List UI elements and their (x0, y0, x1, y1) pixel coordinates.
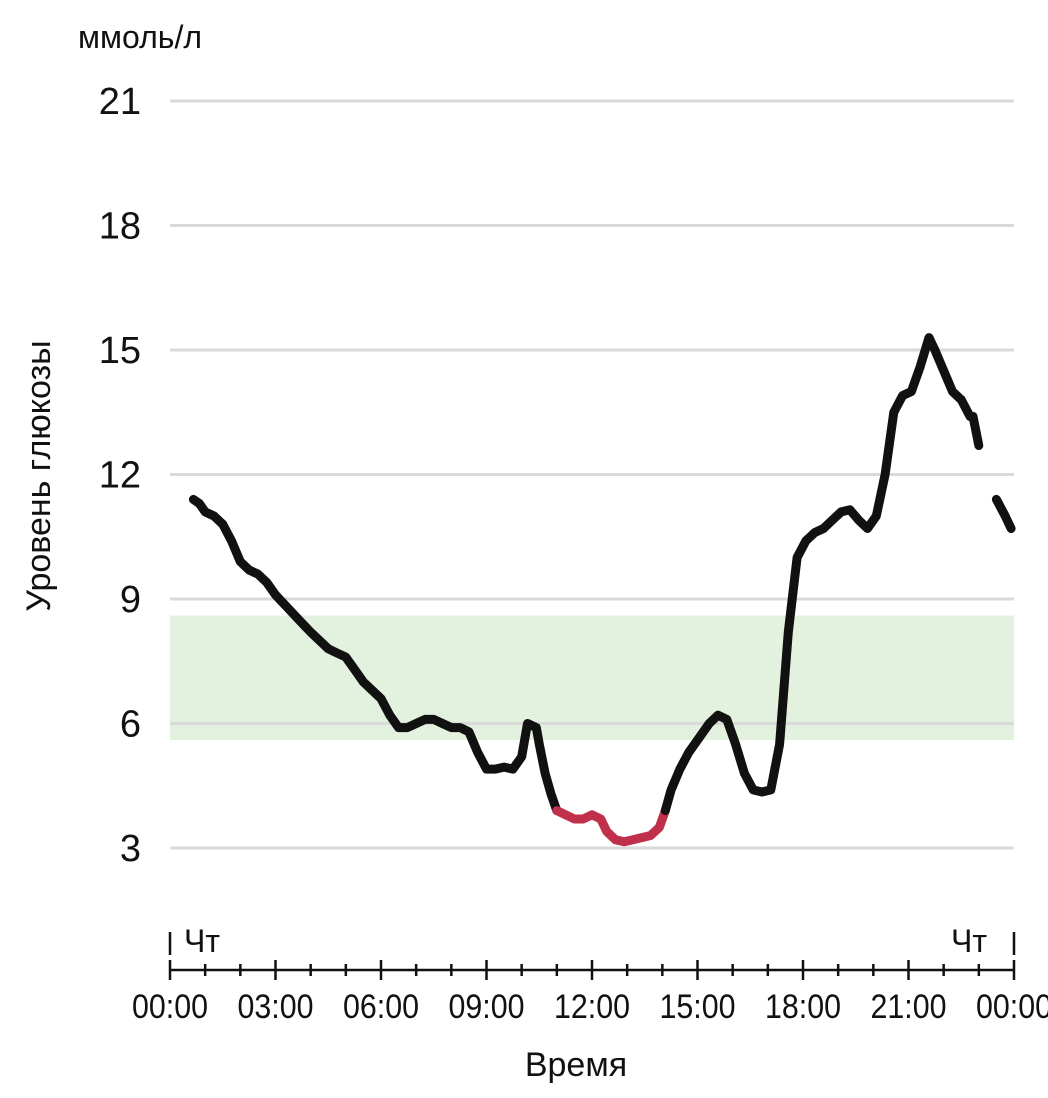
x-axis-title: Время (525, 1046, 627, 1084)
glucose-series (188, 333, 1016, 847)
x-tick-label: 15:00 (660, 988, 736, 1026)
glucose-line-segment (188, 494, 562, 816)
x-tick-label: 09:00 (449, 988, 525, 1026)
day-label-left: Чт (184, 923, 220, 959)
low-glucose-segment (552, 806, 670, 847)
x-tick-label: 12:00 (554, 988, 630, 1026)
day-label-right: Чт (951, 923, 987, 959)
y-tick-label: 9 (120, 579, 141, 621)
glucose-line-segment (968, 411, 984, 450)
glucose-line-segment (991, 494, 1016, 533)
x-tick-label: 03:00 (238, 988, 314, 1026)
target-range-band (170, 615, 1014, 741)
target-range-rect (170, 615, 1014, 741)
x-axis-ticks: 00:00 03:00 06:00 09:00 12:00 15:00 18:00 21:00… (132, 988, 1048, 1026)
grid-lines (170, 99, 1014, 850)
y-axis-title: Уровень глюкозы (20, 340, 58, 611)
x-tick-label: 06:00 (343, 988, 419, 1026)
y-tick-label: 18 (99, 206, 141, 248)
y-tick-label: 21 (99, 81, 141, 123)
y-tick-label: 12 (99, 455, 141, 497)
y-unit-label: ммоль/л (78, 19, 202, 55)
y-tick-label: 15 (99, 330, 141, 372)
x-tick-label: 00:00 (132, 988, 208, 1026)
x-tick-label: 21:00 (871, 988, 947, 1026)
x-tick-label: 00:00 (976, 988, 1048, 1026)
x-axis (168, 932, 1016, 980)
y-tick-label: 3 (120, 828, 141, 870)
y-tick-label: 6 (120, 704, 141, 746)
y-axis-ticks: 3 6 9 12 15 18 21 (99, 81, 141, 870)
glucose-line-segment (660, 333, 975, 816)
x-tick-label: 18:00 (765, 988, 841, 1026)
